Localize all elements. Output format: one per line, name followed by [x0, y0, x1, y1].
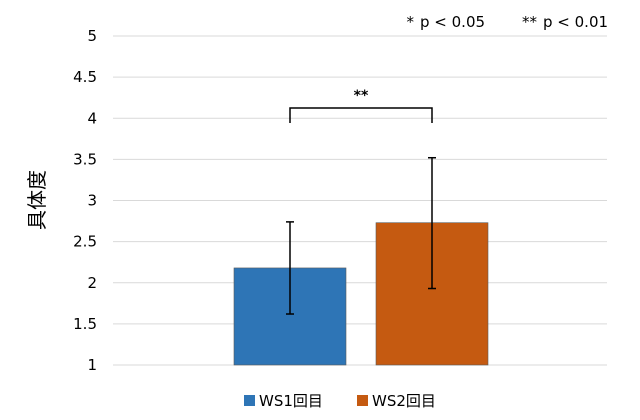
grid-lines [113, 35, 607, 366]
y-axis-ticks: 1 1.5 2 2.5 3 3.5 4 4.5 5 [73, 27, 97, 374]
y-tick-label: 3 [87, 192, 97, 210]
y-tick-label: 1.5 [73, 315, 97, 333]
y-tick-label: 2.5 [73, 233, 97, 251]
note-marker-1: * [407, 13, 415, 31]
bracket-line [289, 107, 433, 123]
note-marker-2: ** [522, 13, 538, 31]
legend-label: WS2回目 [372, 392, 436, 410]
y-tick-label: 3.5 [73, 150, 97, 168]
significance-label: ** [354, 88, 369, 104]
note-text-1: p < 0.05 [420, 13, 485, 31]
y-axis-label: 具体度 [25, 170, 49, 230]
y-tick-label: 2 [87, 274, 97, 292]
note-text-2: p < 0.01 [543, 13, 608, 31]
y-tick-label: 4 [87, 109, 97, 127]
error-bars [286, 156, 436, 315]
legend: WS1回目 WS2回目 [244, 392, 436, 410]
legend-swatch [244, 395, 255, 406]
legend-swatch [357, 395, 368, 406]
legend-label: WS1回目 [259, 392, 323, 410]
significance-bracket: ** [289, 88, 433, 123]
y-tick-label: 1 [87, 356, 97, 374]
bars [233, 222, 489, 366]
y-tick-label: 5 [87, 27, 97, 45]
p-value-notes: * p < 0.05 ** p < 0.01 [407, 13, 609, 31]
y-tick-label: 4.5 [73, 68, 97, 86]
